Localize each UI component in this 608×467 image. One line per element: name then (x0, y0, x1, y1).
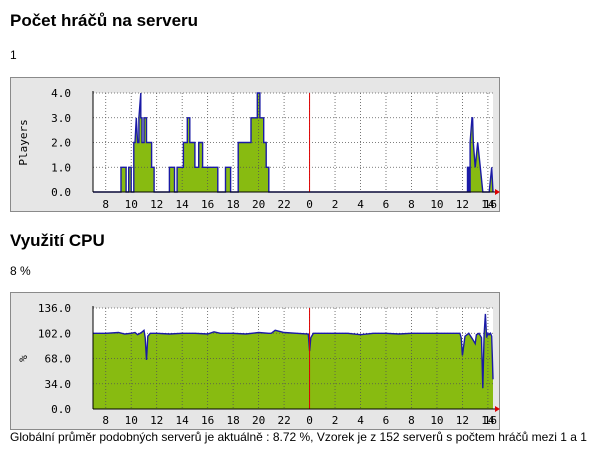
x-tick-label: 2 (332, 198, 339, 211)
players-chart-svg: 0.01.02.03.04.08 10 12 14 16 18 20 22 0 2 4 6 8 10 12 1… (17, 87, 500, 211)
x-tick-label: 16 (201, 414, 214, 427)
x-tick-label: 8 (102, 198, 109, 211)
series-line (93, 313, 494, 389)
cpu-section-title: Využití CPU (10, 231, 105, 250)
x-tick-label: 6 (383, 414, 390, 427)
x-tick-label: 16 (484, 198, 497, 211)
y-axis-label: % (17, 355, 30, 362)
x-tick-label: 14 (176, 414, 190, 427)
x-tick-label: 14 (176, 198, 190, 211)
x-tick-label: 22 (277, 414, 290, 427)
x-tick-label: 12 (150, 414, 163, 427)
x-tick-label: 22 (277, 198, 290, 211)
x-axis-arrow (495, 406, 500, 412)
x-tick-label: 12 (456, 198, 469, 211)
x-tick-label: 8 (408, 414, 415, 427)
x-tick-label: 2 (332, 414, 339, 427)
global-average-note: Globální průměr podobných serverů je akt… (10, 430, 587, 444)
x-axis-arrow (495, 189, 500, 195)
x-tick-label: 8 (408, 198, 415, 211)
x-tick-label: 8 (102, 414, 109, 427)
x-tick-label: 0 (306, 198, 313, 211)
x-tick-label: 12 (456, 414, 469, 427)
x-tick-label: 16 (484, 414, 497, 427)
cpu-current-value: 8 % (10, 264, 31, 278)
x-tick-label: 14 (481, 414, 495, 427)
x-tick-label: 0 (306, 414, 313, 427)
x-tick-label: 14 (481, 198, 495, 211)
x-tick-label: 10 (125, 414, 138, 427)
y-tick-label: 34.0 (45, 378, 72, 391)
y-tick-label: 0.0 (51, 403, 71, 416)
x-tick-label: 4 (357, 414, 364, 427)
y-tick-label: 1.0 (51, 161, 71, 174)
x-tick-label: 20 (252, 198, 265, 211)
x-tick-label: 4 (357, 198, 364, 211)
x-tick-label: 10 (430, 198, 443, 211)
x-tick-label: 12 (150, 198, 163, 211)
y-tick-label: 4.0 (51, 87, 71, 100)
x-tick-label: 20 (252, 414, 265, 427)
x-tick-label: 10 (430, 414, 443, 427)
x-tick-label: 18 (227, 198, 240, 211)
cpu-chart: 0.0 34.0 68.0 102.0 136.0 8 10 12 14 16 18 20 22 0 2 4 6… (10, 292, 500, 430)
y-axis-label: Players (17, 119, 30, 165)
y-tick-label: 0.0 (51, 186, 71, 199)
x-tick-label: 18 (227, 414, 240, 427)
players-chart: 0.0 1.0 2.0 3.0 4.0 8 10 12 14 16 18 20 22 0 2 4 6 8 10 12 1… (10, 77, 500, 212)
y-tick-label: 3.0 (51, 112, 71, 125)
x-tick-label: 16 (201, 198, 214, 211)
x-tick-label: 6 (383, 198, 390, 211)
players-section-title: Počet hráčů na serveru (10, 11, 199, 30)
y-tick-label: 136.0 (38, 302, 71, 315)
y-tick-label: 102.0 (38, 327, 71, 340)
x-tick-label: 10 (125, 198, 138, 211)
players-current-value: 1 (10, 48, 17, 62)
y-tick-label: 68.0 (45, 353, 72, 366)
series-area (93, 313, 493, 409)
y-tick-label: 2.0 (51, 137, 71, 150)
